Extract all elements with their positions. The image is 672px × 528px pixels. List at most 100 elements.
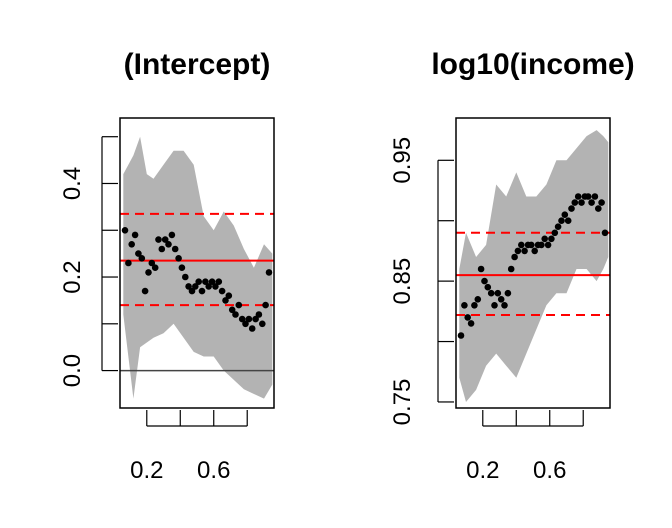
data-point: [135, 250, 142, 257]
data-point: [588, 199, 595, 206]
data-point: [145, 269, 152, 276]
data-point: [165, 241, 172, 248]
data-point: [528, 241, 535, 249]
data-point: [252, 315, 259, 323]
data-point: [548, 235, 555, 243]
data-point: [481, 277, 488, 285]
y-tick-label: 0.85: [389, 258, 416, 305]
data-point: [504, 289, 512, 297]
data-point: [218, 287, 226, 295]
data-point: [514, 247, 522, 255]
data-point: [578, 199, 585, 206]
y-tick-label: 0.0: [59, 354, 86, 387]
data-point: [138, 254, 146, 262]
data-point: [511, 253, 518, 261]
data-point: [235, 301, 243, 309]
data-point: [574, 193, 582, 200]
data-point: [188, 287, 196, 295]
data-point: [141, 287, 149, 295]
data-point: [158, 245, 166, 253]
data-point: [457, 332, 465, 339]
data-point: [208, 278, 216, 286]
data-point: [131, 231, 139, 239]
y-tick-label: 0.95: [389, 137, 416, 184]
data-point: [212, 283, 219, 290]
data-point: [205, 283, 212, 290]
data-point: [538, 241, 545, 249]
data-point: [467, 320, 475, 327]
data-point: [128, 241, 135, 248]
data-point: [182, 273, 189, 281]
data-point: [265, 269, 273, 276]
data-point: [245, 315, 253, 323]
data-point: [225, 292, 233, 300]
data-point: [232, 311, 239, 318]
data-point: [178, 264, 186, 272]
data-point: [595, 205, 602, 212]
data-point: [125, 259, 132, 267]
data-point: [161, 236, 169, 243]
data-point: [584, 193, 592, 200]
data-point: [501, 302, 508, 309]
data-point: [591, 193, 599, 200]
data-point: [544, 241, 552, 249]
data-point: [497, 296, 505, 303]
data-point: [242, 320, 249, 328]
data-point: [471, 302, 478, 309]
data-point: [192, 283, 199, 290]
data-point: [518, 241, 525, 249]
plot-frame: [455, 117, 611, 409]
data-point: [259, 320, 266, 328]
data-point: [541, 235, 548, 243]
data-point: [195, 278, 202, 286]
data-point: [171, 245, 179, 253]
data-point: [148, 259, 156, 267]
chart-title: (Intercept): [124, 48, 271, 81]
data-point: [521, 247, 528, 255]
data-point: [571, 199, 579, 206]
data-point: [558, 217, 565, 224]
data-point: [474, 296, 482, 303]
data-point: [551, 229, 559, 237]
data-point: [564, 217, 572, 224]
confidence-band: [123, 136, 273, 399]
data-point: [248, 325, 256, 332]
panel-log10-income: log10(income) 0.75 0.85 0.95 0.2 0.6: [389, 48, 635, 484]
chart-title: log10(income): [431, 48, 634, 81]
data-point: [151, 264, 159, 272]
data-point: [487, 289, 495, 297]
data-point: [175, 254, 182, 262]
data-point: [568, 205, 575, 212]
confidence-band: [459, 130, 609, 402]
data-point: [561, 211, 569, 218]
data-point: [202, 278, 209, 286]
data-point: [215, 278, 223, 286]
data-point: [238, 315, 246, 323]
data-point: [554, 223, 562, 230]
data-point: [494, 289, 502, 297]
data-point: [464, 314, 472, 321]
x-tick-label: 0.6: [533, 457, 566, 484]
data-point: [168, 231, 176, 239]
data-point: [484, 283, 492, 291]
plot-frame: [119, 117, 275, 409]
data-point: [222, 297, 229, 304]
data-point: [531, 247, 538, 255]
x-tick-label: 0.2: [130, 457, 163, 484]
panel-intercept: (Intercept) 0.0 0.2 0.4 0.2 0.6: [59, 48, 275, 484]
y-tick-label: 0.75: [389, 379, 416, 426]
data-point: [601, 229, 609, 237]
data-point: [121, 227, 129, 234]
data-point: [507, 265, 515, 273]
x-tick-label: 0.2: [466, 457, 499, 484]
y-tick-label: 0.4: [59, 167, 86, 200]
y-tick-label: 0.2: [59, 260, 86, 293]
data-point: [491, 302, 498, 309]
data-point: [461, 302, 468, 309]
x-tick-label: 0.6: [197, 457, 230, 484]
data-point: [198, 287, 206, 295]
data-point: [255, 311, 263, 318]
data-point: [477, 265, 485, 273]
data-point: [155, 236, 162, 243]
